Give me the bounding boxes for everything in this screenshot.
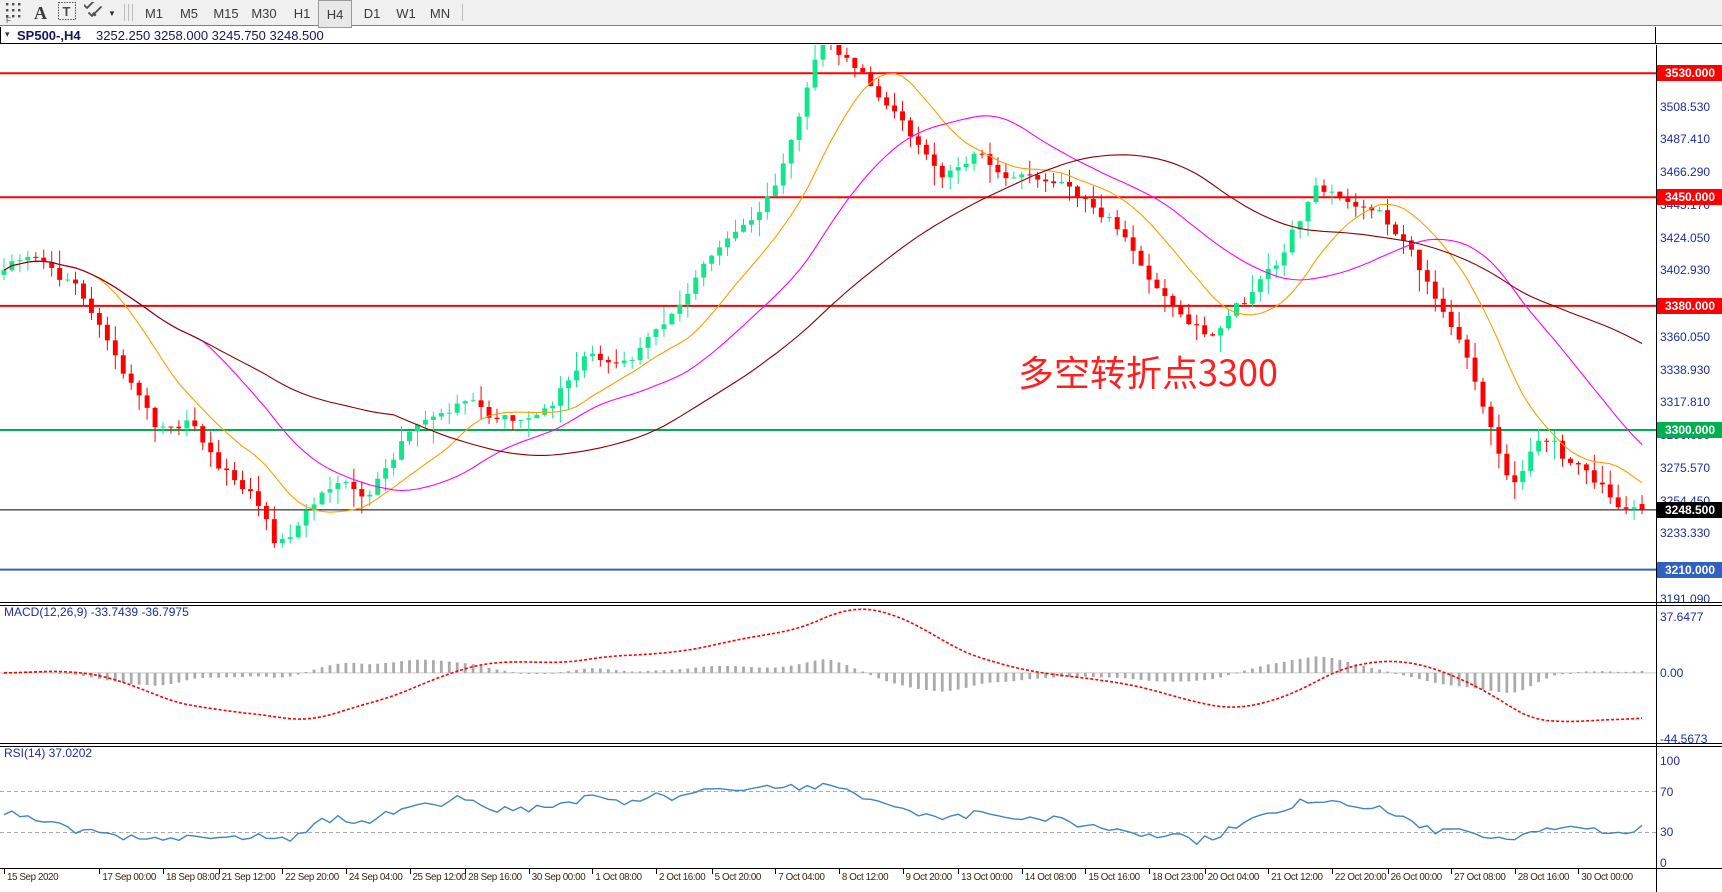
- svg-text:多空转折点3300: 多空转折点3300: [1018, 345, 1278, 397]
